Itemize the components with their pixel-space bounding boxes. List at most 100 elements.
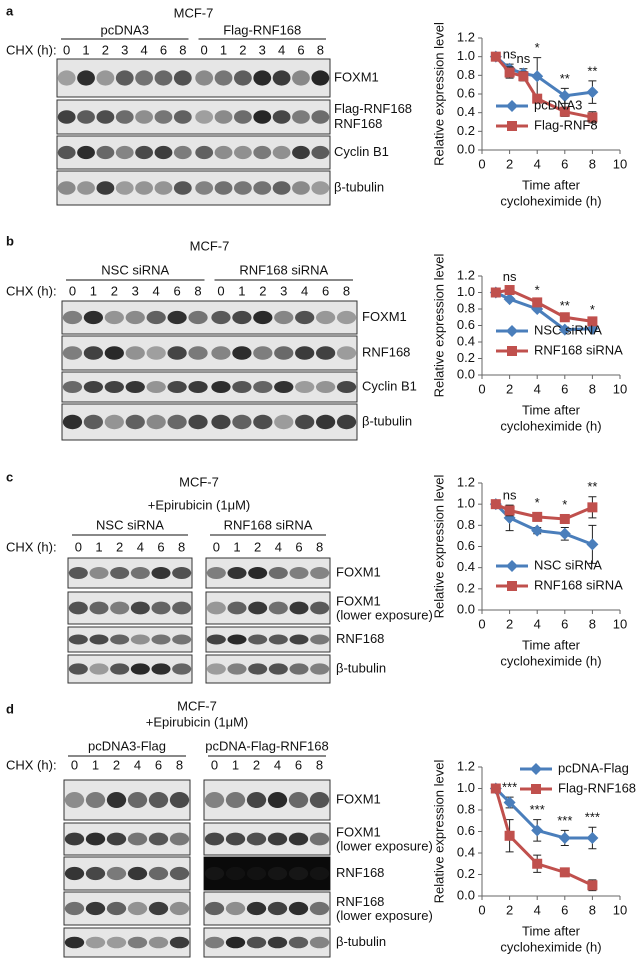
band [195, 70, 214, 86]
x-axis-label: cycloheximide (h) [500, 193, 601, 208]
row-label: FOXM1 [336, 564, 381, 579]
row-note: (lower exposure) [336, 607, 433, 622]
marker-square [587, 112, 598, 123]
y-tick-label: 0.2 [457, 123, 475, 138]
band [267, 936, 288, 949]
blot [205, 591, 331, 625]
band [106, 792, 127, 808]
band [253, 110, 272, 124]
lane-label: 0 [217, 283, 224, 298]
marker-diamond [531, 70, 544, 83]
band [233, 145, 252, 160]
marker-square [532, 297, 543, 308]
band [104, 414, 124, 430]
band [204, 832, 225, 846]
band [295, 414, 315, 430]
significance: * [535, 495, 540, 510]
band [169, 792, 190, 808]
lane-label: 4 [134, 757, 141, 772]
band [64, 936, 85, 949]
x-tick-label: 8 [589, 902, 596, 917]
band [188, 414, 208, 430]
band [289, 567, 309, 579]
band [146, 310, 166, 325]
marker-square [490, 51, 501, 62]
band [295, 381, 315, 393]
band [167, 414, 187, 430]
band [106, 901, 127, 916]
marker-diamond [503, 796, 516, 809]
band [195, 110, 214, 124]
legend-marker [507, 581, 517, 591]
marker-square [532, 858, 543, 869]
y-tick-label: 1.2 [457, 29, 475, 44]
y-tick-label: 1.2 [457, 267, 475, 282]
cell-line: MCF-7 [174, 5, 214, 20]
x-tick-label: 2 [506, 616, 513, 631]
band [173, 110, 192, 124]
band [268, 663, 288, 675]
x-axis-label: cycloheximide (h) [500, 939, 601, 954]
lane-label: 2 [253, 757, 260, 772]
lane-label: 6 [173, 283, 180, 298]
legend-label: Flag-RNF168 [558, 780, 636, 795]
band [85, 866, 106, 881]
band [83, 346, 104, 360]
marker-diamond [503, 293, 516, 306]
row-label: Flag-RNF168 [334, 101, 412, 116]
band [127, 901, 148, 916]
band [214, 110, 233, 124]
row-note: (lower exposure) [336, 908, 433, 923]
marker-diamond [531, 524, 544, 537]
band [62, 346, 83, 360]
band [246, 792, 267, 808]
lane-label: 0 [69, 283, 76, 298]
band [233, 181, 252, 195]
row-label: FOXM1 [336, 593, 381, 608]
blot [63, 822, 191, 856]
x-tick-label: 2 [506, 902, 513, 917]
row-label: RNF168 [362, 344, 410, 359]
marker-square [504, 505, 515, 516]
lane-label: 8 [317, 42, 324, 57]
band [310, 601, 330, 615]
band [246, 866, 267, 881]
band [135, 181, 154, 195]
band [130, 567, 150, 579]
row-label: FOXM1 [362, 309, 407, 324]
band [154, 70, 173, 86]
band [64, 832, 85, 846]
significance: ns [503, 47, 517, 62]
band [214, 181, 233, 195]
band [125, 414, 145, 430]
row-label: Cyclin B1 [362, 378, 417, 393]
band [172, 663, 192, 675]
band [115, 145, 134, 160]
lane-label: 4 [274, 757, 281, 772]
band [127, 936, 148, 949]
lane-label: 1 [90, 283, 97, 298]
blot [67, 591, 193, 625]
x-axis-label: cycloheximide (h) [500, 418, 601, 433]
band [272, 110, 291, 124]
chx-label: CHX (h): [6, 539, 57, 554]
band [274, 414, 294, 430]
lane-label: 6 [322, 283, 329, 298]
lane-label: 2 [254, 539, 261, 554]
band [96, 70, 115, 86]
legend-marker [506, 325, 518, 337]
marker-diamond [586, 538, 599, 551]
significance: * [590, 302, 595, 317]
band [115, 110, 134, 124]
x-tick-label: 10 [613, 616, 627, 631]
y-tick-label: 0.8 [457, 517, 475, 532]
x-tick-label: 8 [589, 381, 596, 396]
band [57, 70, 76, 86]
band [274, 346, 294, 360]
chx-label: CHX (h): [6, 283, 57, 298]
y-tick-label: 0.8 [457, 300, 475, 315]
band [248, 601, 268, 615]
band [309, 866, 330, 881]
band [173, 181, 192, 195]
